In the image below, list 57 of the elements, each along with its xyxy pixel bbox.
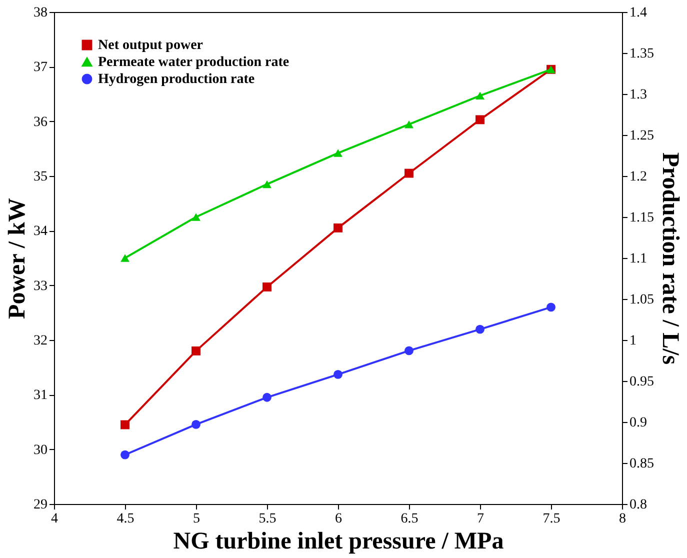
y2-tick-label: 1.05: [630, 292, 654, 308]
y2-tick-label: 1.15: [630, 210, 654, 226]
y2-tick-label: 0.8: [630, 498, 647, 512]
y2-tick-label: 1.1: [630, 252, 647, 266]
y2-tick-label: 1.25: [630, 128, 654, 144]
y-tick-label: 29: [34, 498, 48, 512]
point: [546, 302, 556, 312]
point: [404, 168, 414, 178]
point: [476, 324, 484, 334]
legend-label: Permeate water production rate: [98, 55, 290, 70]
y2-axis-title: Production rate / L/s: [657, 152, 683, 365]
y-tick-label: 33: [34, 278, 48, 294]
x-tick-label: 7: [477, 512, 484, 526]
point: [120, 420, 130, 430]
y2-tick-label: 1.3: [630, 88, 647, 102]
point: [334, 149, 342, 157]
y-axis-title: Power / kW: [4, 198, 30, 319]
x-tick-label: 4: [51, 512, 58, 526]
x-tick-label: 8: [619, 512, 626, 526]
y-tick-label: 34: [34, 224, 48, 240]
point: [262, 180, 272, 188]
point: [192, 346, 200, 356]
point: [120, 450, 130, 460]
point: [192, 213, 200, 221]
y2-tick-label: 1.4: [630, 6, 647, 20]
y2-tick-label: 1.2: [630, 170, 647, 184]
point: [262, 282, 272, 292]
y2-tick-label: 1.35: [630, 46, 654, 62]
x-tick-label: 6: [335, 512, 342, 526]
point: [120, 254, 130, 262]
point: [476, 115, 484, 124]
y-tick-label: 32: [34, 334, 48, 348]
point: [192, 420, 200, 429]
y-tick-label: 35: [34, 170, 48, 184]
y2-tick-label: 0.85: [630, 456, 654, 472]
point: [334, 223, 342, 232]
y2-tick-label: 0.9: [630, 416, 647, 430]
point: [476, 92, 484, 100]
legend-label: Hydrogen production rate: [98, 72, 255, 87]
point: [334, 370, 342, 379]
y-tick-label: 36: [34, 114, 48, 130]
x-tick-label: 6.5: [400, 512, 418, 526]
y-tick-label: 37: [34, 60, 48, 76]
y2-tick-label: 1: [630, 334, 636, 348]
x-axis-title: NG turbine inlet pressure / MPa: [173, 528, 504, 554]
y2-tick-label: 0.95: [630, 374, 654, 390]
x-tick-label: 5: [193, 512, 200, 526]
y-tick-label: 38: [34, 6, 48, 20]
point: [404, 346, 414, 356]
point: [262, 392, 272, 402]
point: [404, 120, 414, 128]
x-tick-label: 5.5: [258, 512, 276, 526]
x-tick-label: 7.5: [542, 512, 560, 526]
y-tick-label: 30: [34, 442, 48, 458]
legend-label: Net output power: [98, 38, 203, 53]
x-tick-label: 4.5: [116, 512, 134, 526]
y-tick-label: 31: [34, 388, 48, 404]
